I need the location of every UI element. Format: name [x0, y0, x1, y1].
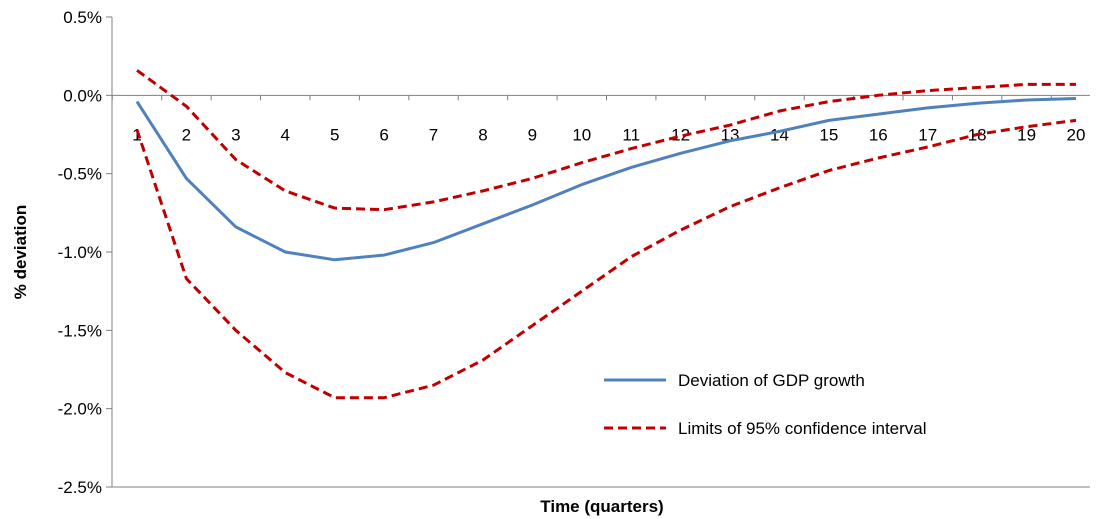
- x-tick-label: 10: [572, 125, 591, 144]
- y-axis-ticks: 0.5% 0.0% -0.5% -1.0% -1.5% -2.0% -2.5%: [58, 8, 112, 497]
- x-tick-label: 15: [819, 125, 838, 144]
- y-tick-label: -1.5%: [58, 321, 102, 340]
- x-tick-label: 5: [330, 125, 339, 144]
- y-tick-label: 0.5%: [63, 8, 102, 27]
- series-line-2: [136, 69, 1076, 212]
- y-axis-title: % deviation: [11, 205, 30, 299]
- x-tick-label: 2: [182, 125, 191, 144]
- x-tick-label: 20: [1067, 125, 1086, 144]
- series-line-1: [135, 97, 1077, 262]
- x-tick-label: 8: [478, 125, 487, 144]
- x-axis-title: Time (quarters): [540, 497, 663, 516]
- x-tick-label: 3: [231, 125, 240, 144]
- y-tick-label: 0.0%: [63, 86, 102, 105]
- x-tick-label: 4: [281, 125, 290, 144]
- y-tick-label: -0.5%: [58, 165, 102, 184]
- x-tick-label: 11: [622, 125, 640, 144]
- x-tick-label: 9: [528, 125, 537, 144]
- legend: Deviation of GDP growth Limits of 95% con…: [604, 371, 927, 438]
- legend-label: Deviation of GDP growth: [678, 371, 865, 390]
- y-tick-label: -2.5%: [58, 478, 102, 497]
- x-tick-label: 16: [869, 125, 888, 144]
- x-tick-label: 1: [132, 125, 141, 144]
- series-layer: [135, 69, 1077, 400]
- x-tick-label: 19: [1017, 125, 1036, 144]
- y-tick-label: -1.0%: [58, 243, 102, 262]
- x-tick-label: 12: [671, 125, 690, 144]
- series-line-3: [135, 118, 1077, 400]
- x-tick-label: 6: [379, 125, 388, 144]
- x-tick-label: 14: [770, 125, 789, 144]
- x-tick-label: 17: [918, 125, 937, 144]
- y-tick-label: -2.0%: [58, 400, 102, 419]
- x-tick-label: 7: [429, 125, 438, 144]
- legend-label: Limits of 95% confidence interval: [678, 419, 927, 438]
- x-axis-ticks: 1 2 3 4 5 6 7 8 9 10 11 12 13 14 15 16 17 18 19 20: [111, 95, 1086, 144]
